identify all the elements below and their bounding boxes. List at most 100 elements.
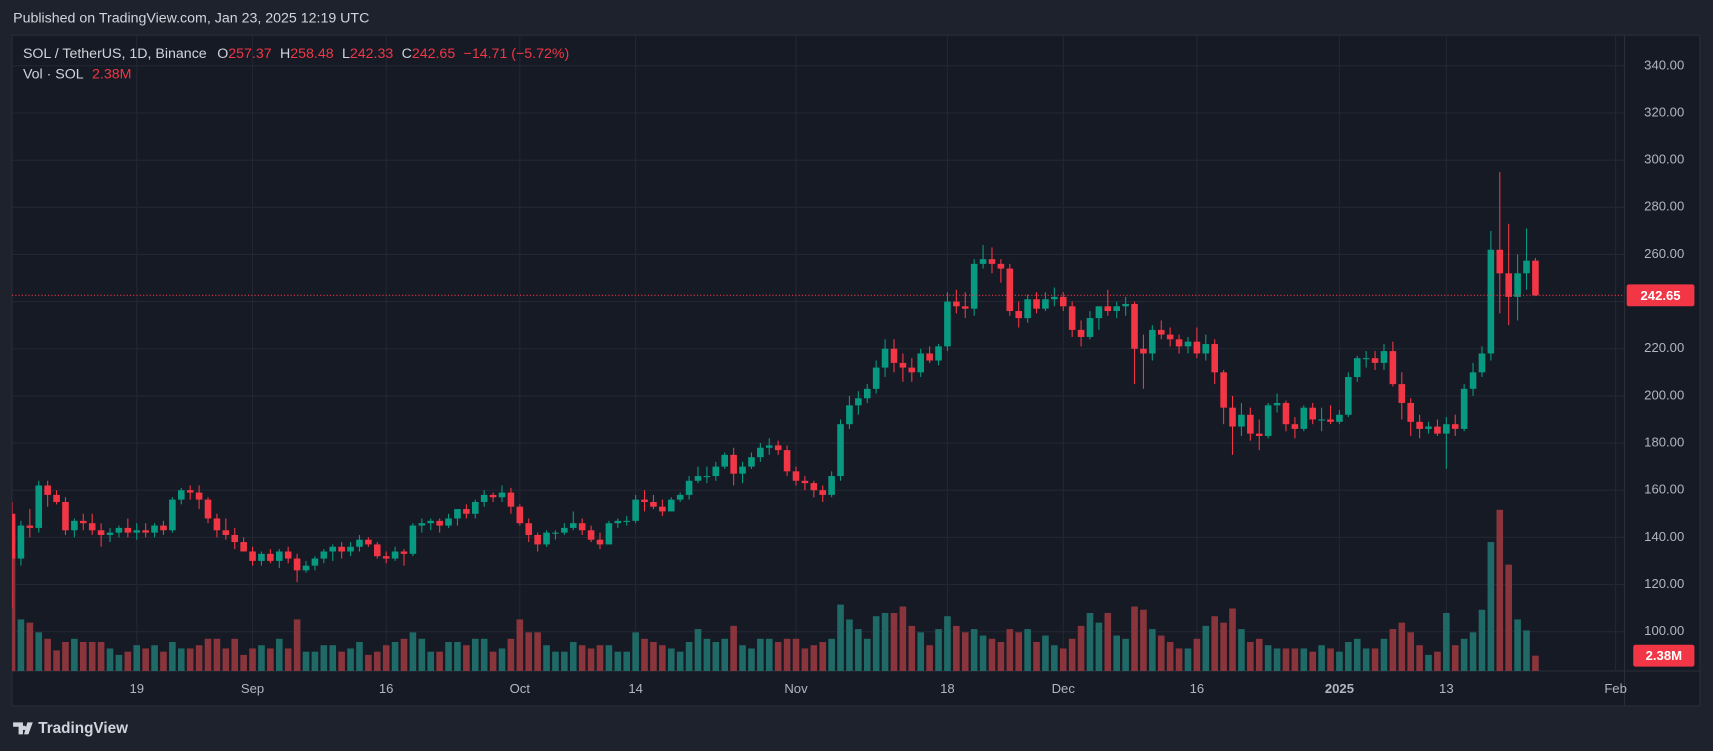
volume-bar: [1104, 612, 1112, 672]
candle-body: [587, 530, 595, 540]
volume-bar: [382, 645, 390, 672]
candle-body: [837, 424, 844, 477]
candle-body: [961, 306, 969, 309]
volume-bar: [302, 651, 310, 672]
candle-body: [712, 466, 720, 477]
candle-body: [1362, 358, 1370, 360]
candle-body: [863, 388, 871, 399]
candle-body: [1487, 249, 1495, 354]
candle-body: [1451, 424, 1459, 429]
volume-bar: [774, 641, 782, 672]
legend-value: 258.48: [290, 46, 334, 62]
candle-body: [667, 499, 675, 512]
volume-bar: [12, 516, 16, 672]
legend-value: 242.65: [412, 46, 456, 62]
volume-bar: [338, 651, 345, 672]
candle-body: [1353, 358, 1361, 378]
candle-body: [757, 447, 764, 458]
volume-bar: [1523, 630, 1530, 672]
candle-body: [320, 551, 328, 559]
volume-legend: Vol · SOL 2.38M: [23, 66, 131, 82]
candle-body: [953, 301, 960, 307]
candle-body: [516, 506, 524, 524]
candle-body: [151, 525, 158, 533]
volume-bar: [454, 641, 461, 672]
volume-title: Vol · SOL: [23, 66, 84, 82]
volume-bar: [1505, 564, 1512, 672]
candle-body: [418, 523, 426, 526]
candle-body: [347, 546, 354, 552]
volume-bar: [124, 651, 132, 672]
volume-bar: [1389, 629, 1397, 672]
candle-body: [480, 494, 488, 502]
volume-bar: [1166, 641, 1174, 672]
volume-bar: [275, 638, 283, 672]
candle-body: [935, 346, 942, 361]
volume-bar: [1202, 625, 1210, 672]
candle-body: [1523, 260, 1530, 274]
candle-body: [641, 499, 648, 502]
volume-bar: [133, 645, 141, 672]
candle-body: [1175, 339, 1183, 347]
volume-bar: [471, 638, 479, 672]
volume-bar: [115, 654, 123, 672]
candle-body: [1015, 311, 1023, 319]
candle-body: [730, 454, 737, 474]
candle-body: [1309, 407, 1316, 420]
candle-body: [186, 490, 194, 493]
volume-bars: [12, 509, 1539, 672]
candle-body: [1140, 348, 1147, 354]
volume-bar: [1532, 655, 1539, 672]
volume-bar: [329, 645, 337, 672]
volume-bar: [293, 619, 301, 672]
candle-body: [846, 405, 853, 425]
candle-body: [1157, 329, 1165, 335]
candle-body: [650, 501, 657, 507]
candle-body: [623, 520, 631, 522]
candle-body: [1380, 351, 1388, 363]
candle-body: [489, 494, 497, 498]
volume-bar: [1336, 651, 1343, 672]
candle-body: [926, 353, 933, 361]
candle-body: [979, 259, 987, 264]
candle-body: [249, 551, 256, 561]
candle-body: [133, 530, 141, 533]
candle-body: [71, 520, 78, 531]
volume-bar: [106, 648, 114, 672]
volume-bar: [1247, 641, 1254, 672]
volume-bar: [632, 632, 639, 672]
volume-bar: [1175, 648, 1183, 672]
candle-body: [222, 530, 230, 535]
candle-body: [1336, 414, 1343, 422]
candle-body: [311, 558, 319, 566]
x-tick-label: Nov: [784, 681, 808, 696]
y-tick-label: 220.00: [1644, 340, 1684, 355]
volume-bar: [53, 650, 60, 672]
legend-label: C: [402, 46, 412, 62]
candle-body: [1345, 377, 1352, 415]
last-price-box: [1626, 284, 1695, 307]
candle-body: [694, 476, 702, 481]
candle-body: [463, 509, 470, 514]
volume-bar: [819, 641, 827, 672]
volume-bar: [177, 648, 185, 672]
legend-change: −14.71 (−5.72%): [464, 46, 570, 62]
volume-bar: [703, 638, 711, 672]
candle-body: [293, 558, 301, 571]
candle-body: [561, 527, 568, 533]
volume-bar: [516, 619, 524, 672]
volume-bar: [1318, 645, 1325, 672]
volume-bar: [694, 629, 702, 672]
candle-body: [62, 501, 69, 531]
volume-bar: [1496, 509, 1504, 672]
y-tick-label: 120.00: [1644, 576, 1684, 591]
volume-bar: [534, 632, 541, 672]
volume-bar: [1006, 629, 1014, 672]
candle-body: [1211, 344, 1219, 373]
candle-body: [26, 525, 34, 528]
volume-bar: [1140, 609, 1147, 672]
volume-bar: [810, 645, 818, 672]
candle-body: [1104, 306, 1112, 312]
volume-bar: [195, 645, 203, 672]
volume-bar: [373, 651, 381, 672]
